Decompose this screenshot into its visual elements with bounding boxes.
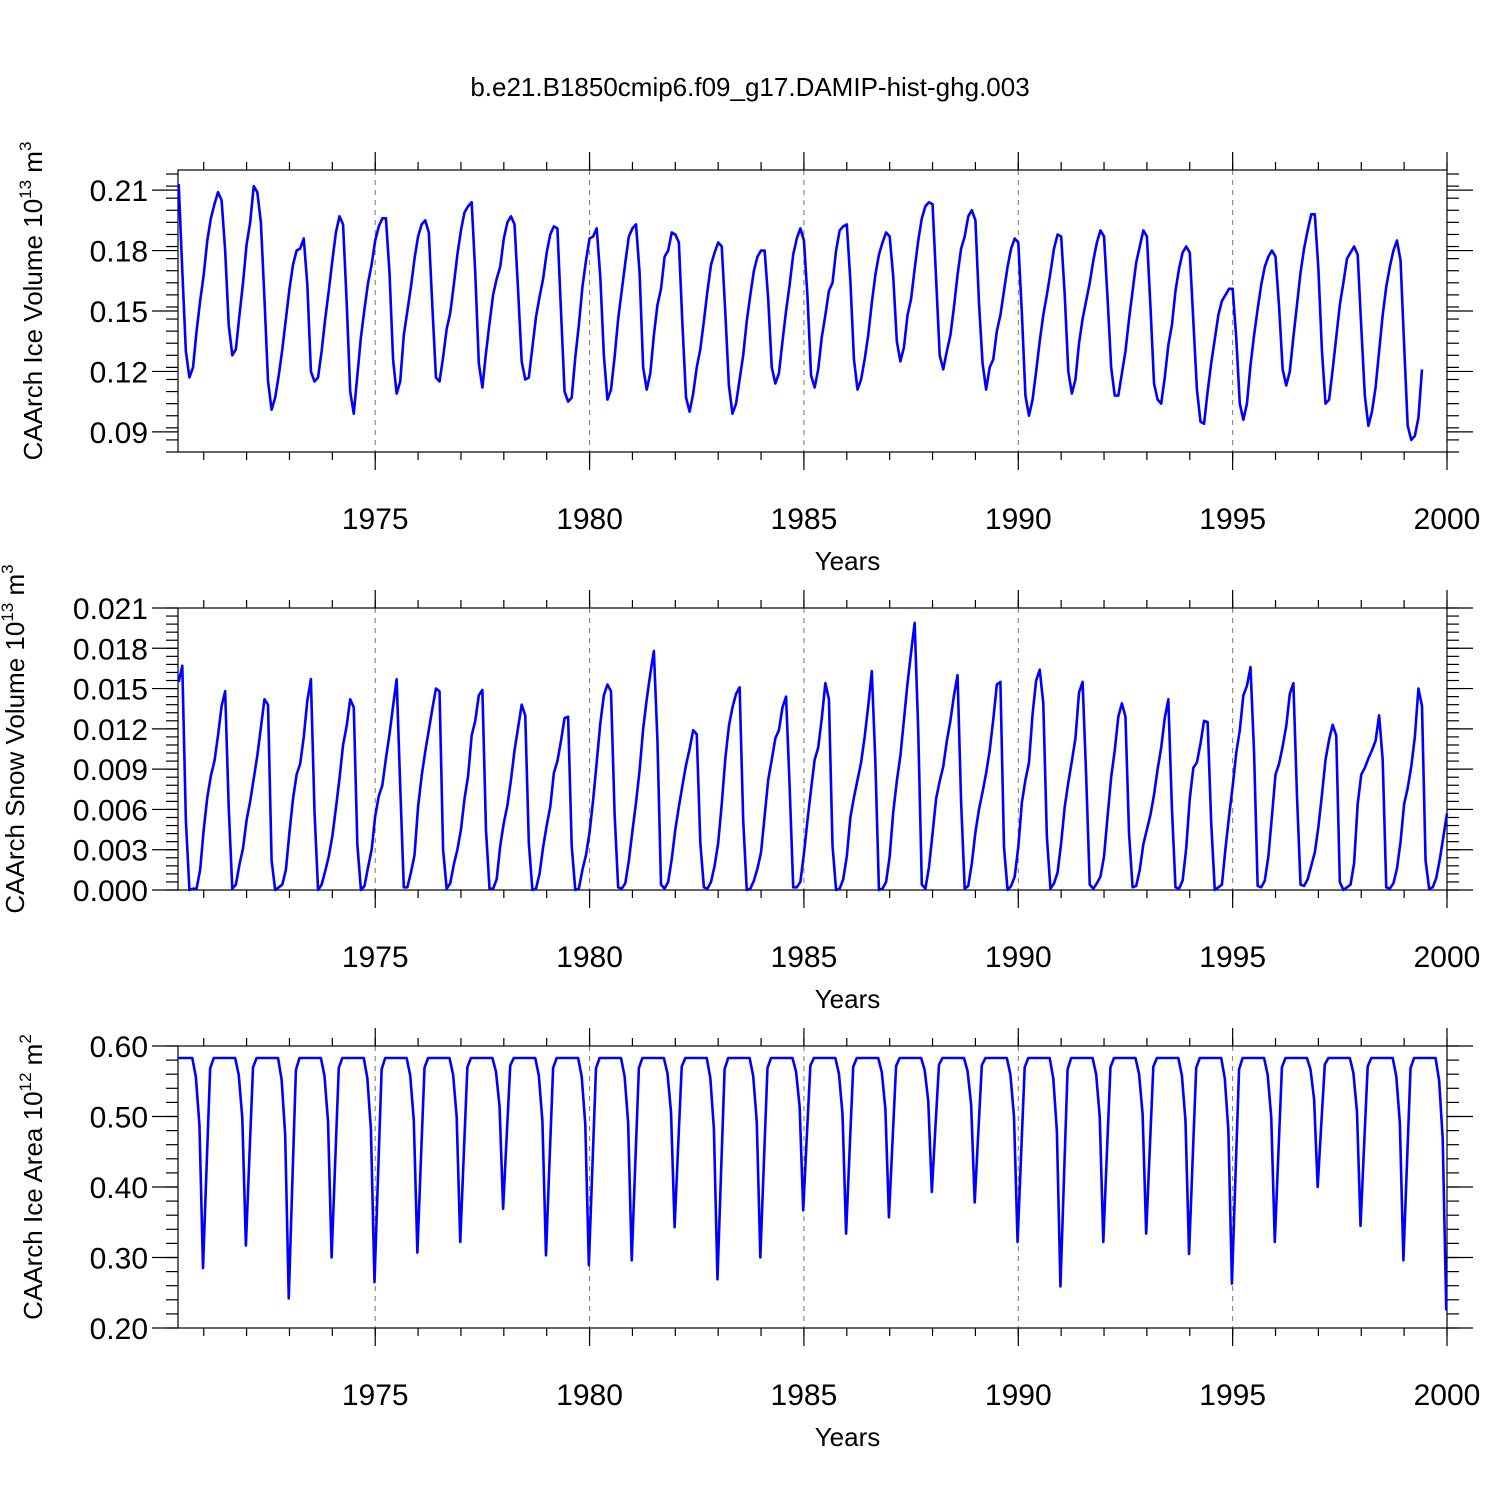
xtick-label-1985: 1985 <box>771 503 838 536</box>
xtick-label-1985: 1985 <box>771 941 838 974</box>
ytick-label-0.30: 0.30 <box>90 1243 148 1276</box>
snow-volume-panel: 1975 1980 1985 1990 1995 2000 0.000 0.003 0.006 0… <box>0 564 1480 1014</box>
ytick-label-0.009: 0.009 <box>73 754 148 787</box>
ytick-label-0.12: 0.12 <box>90 356 148 389</box>
ytick-label-0.20: 0.20 <box>90 1313 148 1346</box>
ytick-label-0.021: 0.021 <box>73 593 148 626</box>
xtick-label-2000: 2000 <box>1414 503 1481 536</box>
xtick-label-1985: 1985 <box>771 1379 838 1412</box>
ytick-label-0.006: 0.006 <box>73 794 148 827</box>
figure-title: b.e21.B1850cmip6.f09_g17.DAMIP-hist-ghg.… <box>470 72 1029 102</box>
xtick-label-1980: 1980 <box>556 1379 623 1412</box>
y-axis-label: CAArch Snow Volume 1013 m3 <box>0 564 30 913</box>
ytick-label-0.18: 0.18 <box>90 236 148 269</box>
y-axis-label: CAArch Ice Area 1012 m2 <box>16 1034 48 1320</box>
x-axis-label: Years <box>815 984 881 1014</box>
plot-frame <box>177 607 1448 891</box>
xtick-label-1975: 1975 <box>342 1379 409 1412</box>
xtick-label-1980: 1980 <box>556 941 623 974</box>
x-axis-label: Years <box>815 546 881 576</box>
xtick-label-1995: 1995 <box>1199 941 1266 974</box>
xtick-label-1980: 1980 <box>556 503 623 536</box>
xtick-label-1995: 1995 <box>1199 503 1266 536</box>
series-line-snow-volume <box>177 621 1449 892</box>
xtick-label-1990: 1990 <box>985 941 1052 974</box>
ytick-label-0.015: 0.015 <box>73 674 148 707</box>
ytick-label-0.000: 0.000 <box>73 875 148 908</box>
ytick-label-0.003: 0.003 <box>73 835 148 868</box>
ytick-label-0.60: 0.60 <box>90 1031 148 1064</box>
series-line-ice-volume <box>177 184 1424 442</box>
xtick-label-2000: 2000 <box>1414 1379 1481 1412</box>
ice-volume-panel: 1975 1980 1985 1990 1995 2000 0.09 0.12 0.15 0.18… <box>16 142 1480 576</box>
ytick-label-0.40: 0.40 <box>90 1172 148 1205</box>
xtick-label-1975: 1975 <box>342 503 409 536</box>
ytick-label-0.09: 0.09 <box>90 417 148 450</box>
ytick-label-0.50: 0.50 <box>90 1102 148 1135</box>
ytick-label-0.018: 0.018 <box>73 633 148 666</box>
xtick-label-2000: 2000 <box>1414 941 1481 974</box>
ice-area-panel: 1975 1980 1985 1990 1995 2000 0.20 0.30 0.40 0.50… <box>16 1028 1480 1452</box>
xtick-label-1990: 1990 <box>985 1379 1052 1412</box>
x-axis-label: Years <box>815 1422 881 1452</box>
ytick-label-0.012: 0.012 <box>73 714 148 747</box>
xtick-label-1995: 1995 <box>1199 1379 1266 1412</box>
y-axis-label: CAArch Ice Volume 1013 m3 <box>16 142 48 461</box>
xtick-label-1990: 1990 <box>985 503 1052 536</box>
xtick-label-1975: 1975 <box>342 941 409 974</box>
ytick-label-0.21: 0.21 <box>90 175 148 208</box>
ytick-label-0.15: 0.15 <box>90 296 148 329</box>
series-line-ice-area <box>178 1056 1448 1311</box>
